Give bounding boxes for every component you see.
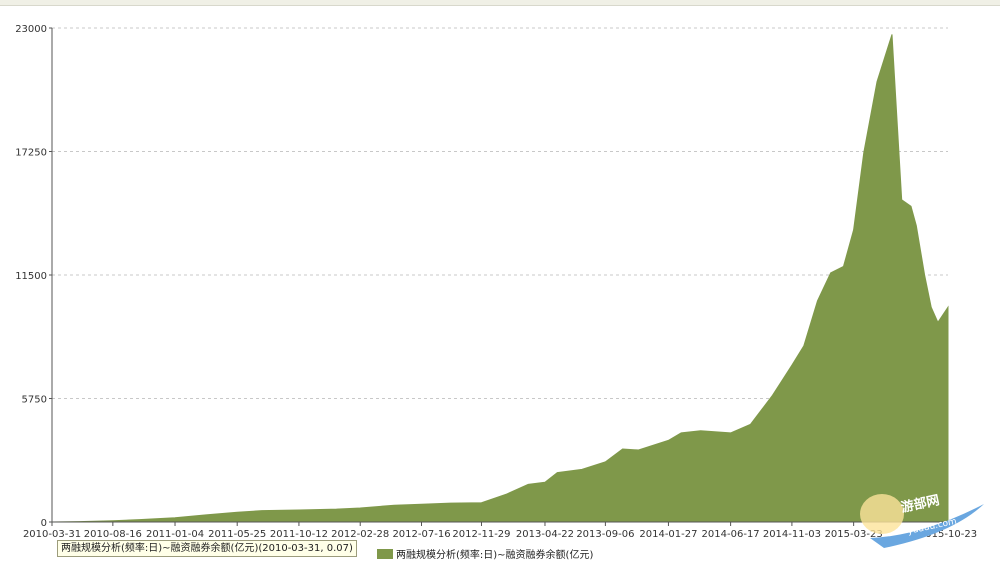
x-tick-label: 2010-08-16 bbox=[84, 529, 142, 540]
window-top-strip bbox=[0, 0, 1000, 6]
series-area bbox=[51, 34, 949, 523]
x-tick-label: 2011-10-12 bbox=[270, 529, 328, 540]
x-tick-label: 2014-01-27 bbox=[639, 529, 697, 540]
legend-swatch bbox=[377, 548, 393, 559]
y-tick-label: 23000 bbox=[15, 24, 47, 35]
x-tick-label: 2013-04-22 bbox=[516, 529, 574, 540]
x-tick-label: 2012-07-16 bbox=[392, 529, 450, 540]
chart-legend[interactable]: 两融规模分析(频率:日)~融资融券余额(亿元) bbox=[377, 546, 593, 561]
x-tick-label: 2010-03-31 bbox=[23, 529, 81, 540]
x-tick-label: 2014-11-03 bbox=[763, 529, 821, 540]
svg-text:游部网: 游部网 bbox=[900, 492, 941, 516]
watermark-logo: 游部网 yuuuu.com bbox=[860, 492, 984, 548]
y-tick-label: 11500 bbox=[15, 271, 47, 282]
x-tick-label: 2015-03-23 bbox=[825, 529, 883, 540]
y-tick-label: 0 bbox=[41, 518, 47, 529]
y-tick-label: 5750 bbox=[22, 395, 47, 406]
y-tick-label: 17250 bbox=[15, 148, 47, 159]
x-tick-label: 2015-10-23 bbox=[919, 529, 977, 540]
legend-label: 两融规模分析(频率:日)~融资融券余额(亿元) bbox=[396, 550, 594, 561]
x-tick-label: 2014-06-17 bbox=[702, 529, 760, 540]
data-point-tooltip: 两融规模分析(频率:日)~融资融券余额(亿元)(2010-03-31, 0.07… bbox=[57, 540, 357, 557]
x-tick-label: 2012-11-29 bbox=[452, 529, 510, 540]
x-tick-label: 2013-09-06 bbox=[576, 529, 634, 540]
x-tick-label: 2011-01-04 bbox=[146, 529, 204, 540]
x-tick-label: 2012-02-28 bbox=[331, 529, 389, 540]
x-tick-label: 2011-05-25 bbox=[208, 529, 266, 540]
